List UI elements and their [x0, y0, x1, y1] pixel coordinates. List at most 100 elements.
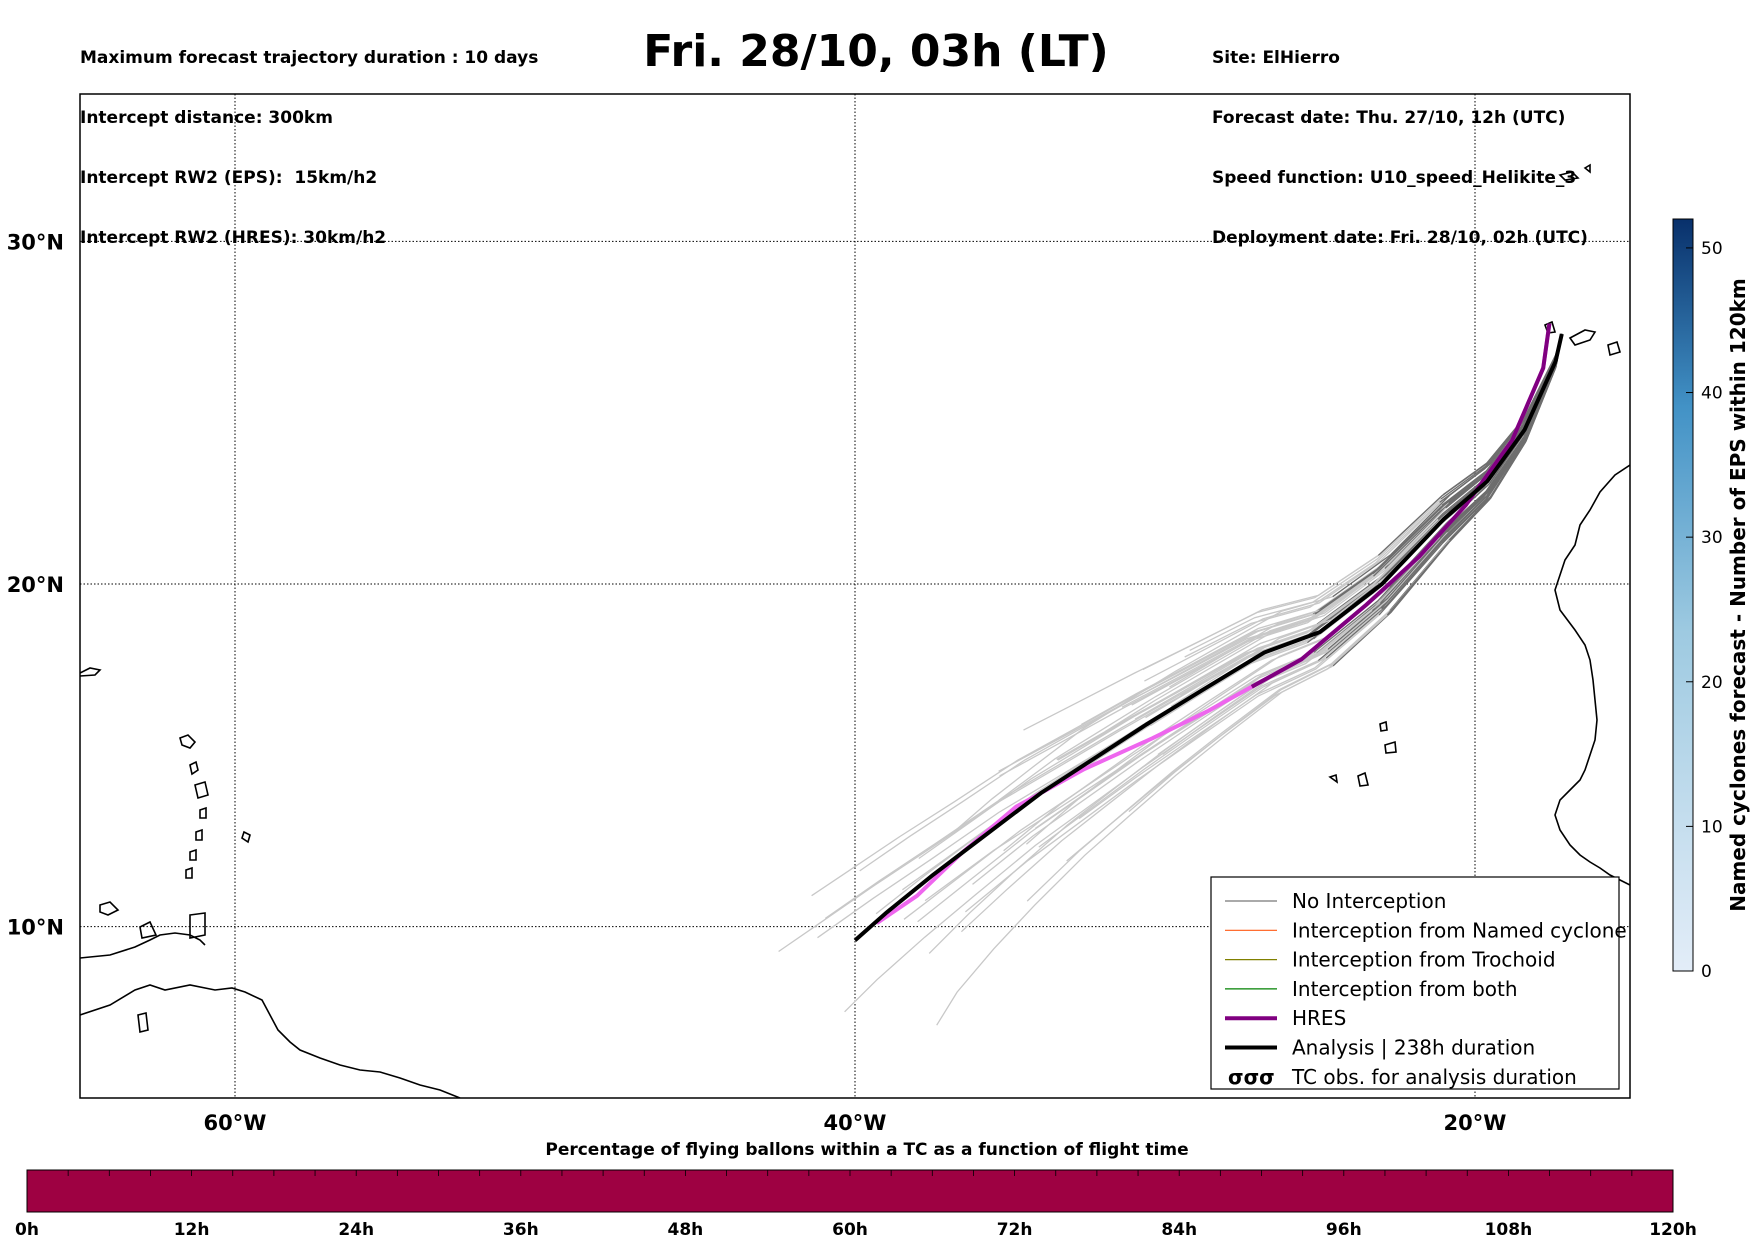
ensemble-trajectory-near: [1327, 333, 1563, 650]
time-bar-tick-label: 72h: [997, 1220, 1033, 1240]
cape-verde-4: [1328, 773, 1339, 784]
ensemble-trajectory-near: [1379, 333, 1563, 604]
ensemble-trajectory-near: [1312, 333, 1563, 615]
legend-symbol: σσσ: [1228, 1065, 1275, 1089]
ensemble-trajectory-far: [824, 633, 1310, 919]
lon-tick-label: 40°W: [824, 1111, 887, 1135]
antilles-6: [189, 848, 197, 861]
hres-trajectory-early: [1250, 323, 1552, 689]
ensemble-trajectory-near: [1380, 333, 1563, 601]
ensemble-trajectory-far: [999, 575, 1374, 777]
antilles-4: [199, 806, 207, 819]
time-bar-tick-label: 84h: [1161, 1220, 1197, 1240]
time-bar-tick-label: 48h: [668, 1220, 704, 1240]
lat-tick-label: 20°N: [7, 573, 64, 597]
lon-tick-label: 20°W: [1444, 1111, 1507, 1135]
ensemble-trajectory-far: [1066, 614, 1388, 862]
cape-verde-2: [1384, 740, 1397, 754]
time-bar-fill: [26, 1169, 1674, 1213]
lon-tick-label: 60°W: [204, 1111, 267, 1135]
lat-tick-label: 10°N: [7, 916, 64, 940]
colorbar-label: Named cyclones forecast - Number of EPS …: [1726, 278, 1750, 912]
madeira: [1558, 171, 1580, 181]
intercept-distance-text: Intercept distance: 300km: [80, 108, 333, 128]
time-bar-tick-label: 0h: [15, 1220, 39, 1240]
time-bar-tick-label: 96h: [1326, 1220, 1362, 1240]
guyana-islands: [137, 1012, 149, 1033]
colorbar-tick-label: 40: [1701, 384, 1723, 404]
colorbar: 0 10 20 30 40 50 Named cyclones forecast - Nu…: [1672, 218, 1750, 982]
lat-tick-label: 30°N: [7, 230, 64, 254]
ensemble-trajectory-far: [954, 596, 1333, 832]
page-title: Fri. 28/10, 03h (LT): [643, 26, 1109, 77]
ensemble-trajectory-far: [1038, 608, 1382, 848]
ensemble-trajectory-far: [998, 567, 1386, 801]
canary-2: [1568, 329, 1597, 346]
map-legend: No Interception Interception from Named c…: [1210, 876, 1627, 1090]
site-info: Site: ElHierro Forecast date: Thu. 27/10…: [1212, 8, 1588, 268]
ensemble-trajectory-far: [844, 660, 1319, 1013]
ensemble-trajectory-far: [1189, 498, 1442, 651]
site-text: Site: ElHierro: [1212, 48, 1340, 68]
deployment-date-text: Deployment date: Fri. 28/10, 02h (UTC): [1212, 228, 1588, 248]
colorbar-gradient: [1672, 218, 1694, 972]
forecast-date-text: Forecast date: Thu. 27/10, 12h (UTC): [1212, 108, 1566, 128]
time-bar-ticks: 0h 12h 24h 36h 48h 60h 72h 84h 96h 108h 120h: [15, 1170, 1697, 1240]
ensemble-trajectory-far: [1104, 507, 1447, 733]
ensemble-trajectory-far: [1169, 501, 1449, 688]
ensemble-trajectory-far: [1144, 499, 1445, 682]
ensemble-trajectory-far: [998, 573, 1374, 772]
antilles-10: [139, 920, 158, 939]
time-bar-tick-label: 36h: [503, 1220, 539, 1240]
antilles-7: [185, 866, 193, 879]
ensemble-trajectory-far: [1023, 554, 1379, 731]
antilles-5: [195, 828, 203, 841]
africa-coast: [1554, 464, 1630, 886]
legend-label: HRES: [1292, 1006, 1346, 1030]
ensemble-trajectory-far: [917, 652, 1318, 923]
time-bar-tick-label: 24h: [338, 1220, 374, 1240]
ensemble-trajectory-far: [859, 613, 1316, 872]
max-duration-text: Maximum forecast trajectory duration : 1…: [80, 48, 539, 68]
ensemble-trajectory-near: [1371, 333, 1563, 611]
colorbar-tick-label: 30: [1701, 528, 1723, 548]
ensemble-trajectory-far: [1057, 519, 1439, 761]
time-bar-tick-label: 108h: [1485, 1220, 1533, 1240]
ensemble-trajectory-near: [1332, 333, 1563, 598]
ensemble-trajectory-far: [960, 657, 1327, 933]
coastlines: [80, 163, 1630, 1098]
hres-trajectory: [875, 323, 1552, 925]
colorbar-tick-label: 50: [1701, 239, 1723, 259]
ensemble-trajectory-far: [936, 665, 1334, 1026]
colorbar-tick-label: 10: [1701, 817, 1723, 837]
time-bar: Percentage of flying ballons within a TC…: [15, 1140, 1697, 1240]
colorbar-tick-label: 0: [1701, 962, 1712, 982]
intercept-hres-text: Intercept RW2 (HRES): 30km/h2: [80, 228, 387, 248]
trajectory-lines: [778, 323, 1564, 1026]
colorbar-tick-label: 20: [1701, 673, 1723, 693]
analysis-trajectory: [853, 333, 1564, 942]
antilles-8: [241, 830, 251, 844]
legend-label: No Interception: [1292, 889, 1446, 913]
antilles-2: [189, 760, 199, 776]
ensemble-trajectory-far: [1025, 586, 1391, 845]
ensemble-trajectory-far: [964, 614, 1380, 913]
time-bar-tick-label: 120h: [1649, 1220, 1697, 1240]
ensemble-trajectory-far: [903, 651, 1315, 920]
cape-verde-1: [1379, 720, 1388, 732]
forecast-parameters: Maximum forecast trajectory duration : 1…: [80, 8, 538, 268]
ensemble-trajectory-far: [1026, 610, 1391, 902]
time-bar-title: Percentage of flying ballons within a TC…: [545, 1140, 1188, 1160]
map-frame: [79, 93, 1631, 1099]
madeira-2: [1583, 163, 1591, 174]
intercept-eps-text: Intercept RW2 (EPS): 15km/h2: [80, 168, 378, 188]
ensemble-trajectory-far: [778, 635, 1309, 953]
legend-label: TC obs. for analysis duration: [1291, 1065, 1577, 1089]
trinidad: [189, 912, 206, 939]
ensemble-trajectory-near: [1377, 333, 1563, 556]
cuba-hispaniola: [80, 667, 102, 677]
ensemble-trajectory-far: [1184, 501, 1441, 658]
legend-label: Analysis | 238h duration: [1292, 1036, 1535, 1060]
south-america-coast: [80, 984, 461, 1098]
